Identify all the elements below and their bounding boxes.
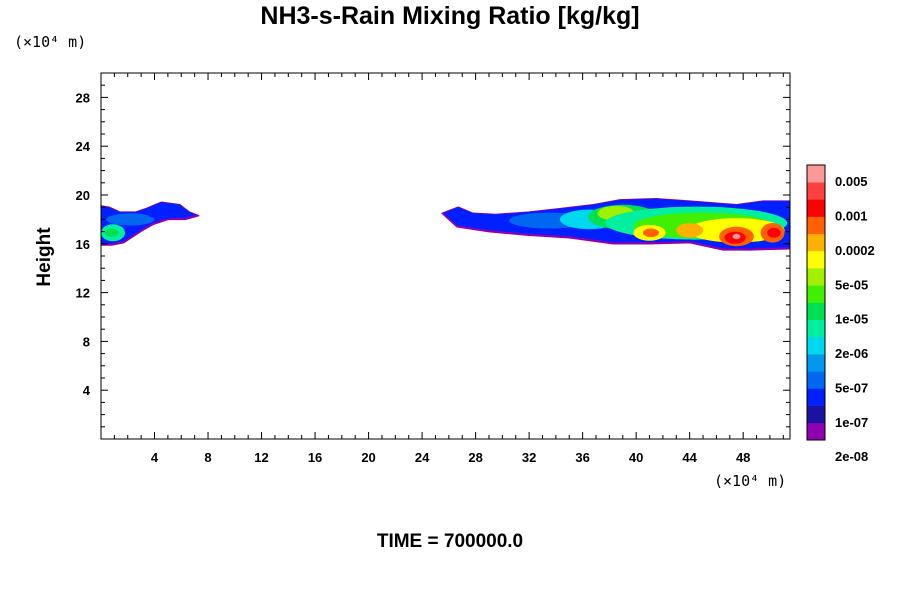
y-tick-label: 12 xyxy=(76,286,90,301)
colorbar-label: 0.005 xyxy=(835,174,868,189)
contour-band xyxy=(642,228,659,238)
contour-band xyxy=(732,233,741,240)
colorbar-label: 1e-05 xyxy=(835,312,868,327)
colorbar-swatch xyxy=(807,302,825,320)
contour-band xyxy=(676,223,704,238)
y-tick-label: 24 xyxy=(76,139,91,154)
y-tick-label: 28 xyxy=(76,90,90,105)
colorbar-swatch xyxy=(807,422,825,441)
colorbar-label: 0.001 xyxy=(835,209,868,224)
x-tick-label: 4 xyxy=(151,450,159,465)
x-tick-label: 16 xyxy=(308,450,322,465)
colorbar-swatch xyxy=(807,165,825,183)
colorbar-label: 5e-05 xyxy=(835,277,868,292)
x-tick-label: 48 xyxy=(736,450,750,465)
colorbar-label: 2e-06 xyxy=(835,346,868,361)
cloud-region xyxy=(442,198,790,249)
colorbar-swatch xyxy=(807,216,825,235)
x-tick-label: 40 xyxy=(629,450,643,465)
plot-area xyxy=(101,197,790,251)
contour-band xyxy=(146,207,182,219)
y-axis-unit-label: (×10⁴ m) xyxy=(14,33,87,51)
time-annotation: TIME = 700000.0 xyxy=(376,531,524,552)
x-tick-label: 8 xyxy=(204,450,211,465)
colorbar-swatch xyxy=(807,199,825,217)
colorbar-label: 2e-08 xyxy=(835,449,868,464)
plot-frame xyxy=(100,72,791,440)
y-tick-label: 20 xyxy=(76,188,90,203)
y-tick-label: 8 xyxy=(83,334,90,349)
y-tick-label: 16 xyxy=(76,237,90,252)
x-tick-label: 20 xyxy=(361,450,375,465)
x-tick-label: 12 xyxy=(254,450,268,465)
contour-band xyxy=(105,228,119,238)
x-tick-label: 28 xyxy=(468,450,482,465)
contour-band xyxy=(106,213,155,226)
colorbar-label: 5e-07 xyxy=(835,380,868,395)
x-tick-label: 36 xyxy=(575,450,589,465)
colorbar-swatch xyxy=(807,182,825,200)
colorbar-swatch xyxy=(807,371,825,389)
colorbar-frame xyxy=(806,164,826,441)
colorbar-swatch xyxy=(807,388,825,406)
x-tick-label: 24 xyxy=(415,450,430,465)
x-axis-unit-label: (×10⁴ m) xyxy=(714,472,787,490)
x-tick-label: 44 xyxy=(682,450,697,465)
colorbar: 0.005 0.001 0.0002 5e-05 1e-05 2e-06 5e-07 1e-0… xyxy=(806,164,875,464)
colorbar-label: 1e-07 xyxy=(835,415,868,430)
colorbar-swatch xyxy=(807,336,825,355)
colorbar-swatch xyxy=(807,250,825,269)
y-tick-label: 4 xyxy=(83,383,91,398)
colorbar-swatch xyxy=(807,319,825,338)
contour-band xyxy=(767,227,781,238)
colorbar-swatch xyxy=(807,354,825,372)
colorbar-swatch xyxy=(807,405,825,424)
colorbar-swatch xyxy=(807,285,825,303)
x-tick-label: 32 xyxy=(522,450,536,465)
colorbar-label: 0.0002 xyxy=(835,243,875,258)
colorbar-swatch xyxy=(807,268,825,286)
colorbar-swatch xyxy=(807,233,825,252)
chart-title: NH3-s-Rain Mixing Ratio [kg/kg] xyxy=(260,2,640,30)
